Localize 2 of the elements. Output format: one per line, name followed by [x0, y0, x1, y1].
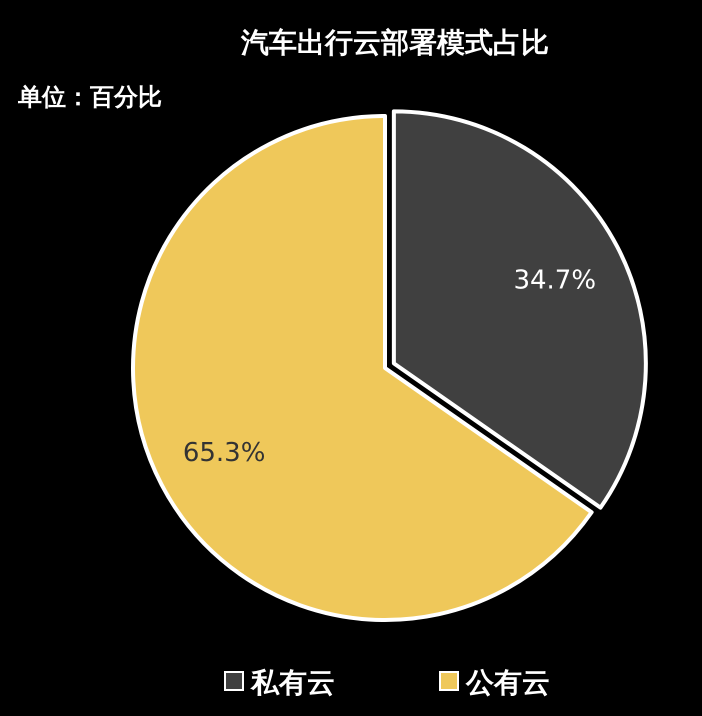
title: 汽车出行云部署模式占比 [241, 26, 549, 59]
annotation: 单位：百分比 [18, 83, 162, 111]
